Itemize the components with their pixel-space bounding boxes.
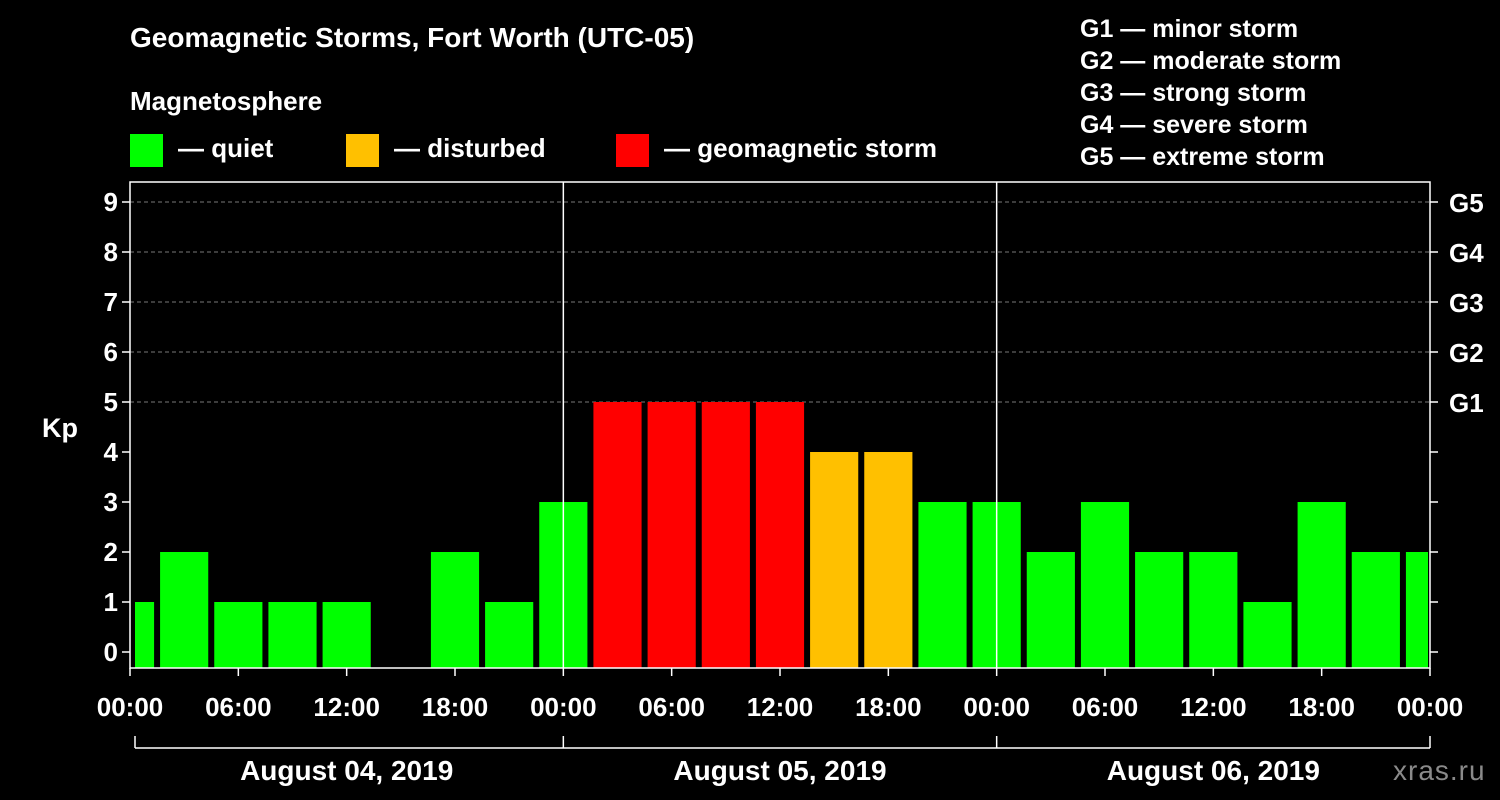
kp-bar xyxy=(1189,552,1238,668)
chart-title: Geomagnetic Storms, Fort Worth (UTC-05) xyxy=(130,22,695,53)
kp-bar xyxy=(214,602,263,668)
storm-level-label: G3 xyxy=(1449,288,1484,318)
y-tick-label: 0 xyxy=(104,637,118,667)
y-tick-label: 2 xyxy=(104,537,118,567)
y-tick-label: 8 xyxy=(104,237,118,267)
legend-swatch-storm xyxy=(616,134,649,167)
kp-bar xyxy=(1026,552,1075,668)
x-tick-label: 06:00 xyxy=(1072,692,1139,722)
kp-bar xyxy=(1135,552,1184,668)
x-tick-label: 12:00 xyxy=(1180,692,1247,722)
kp-bar xyxy=(593,402,642,668)
date-label: August 04, 2019 xyxy=(240,755,453,786)
storm-scale-g5: G5 — extreme storm xyxy=(1080,143,1325,171)
kp-bar xyxy=(160,552,209,668)
storm-level-label: G2 xyxy=(1449,338,1484,368)
y-tick-label: 4 xyxy=(104,437,119,467)
x-tick-label: 00:00 xyxy=(1397,692,1464,722)
x-tick-label: 18:00 xyxy=(855,692,922,722)
date-label: August 05, 2019 xyxy=(673,755,886,786)
kp-bar xyxy=(647,402,696,668)
x-tick-label: 00:00 xyxy=(530,692,597,722)
storm-scale-g1: G1 — minor storm xyxy=(1080,15,1299,43)
y-tick-label: 3 xyxy=(104,487,118,517)
storm-level-label: G4 xyxy=(1449,238,1484,268)
kp-bar xyxy=(485,602,534,668)
legend-label-storm: — geomagnetic storm xyxy=(664,133,938,163)
kp-bar xyxy=(1351,552,1400,668)
y-axis-label: Kp xyxy=(42,413,78,443)
legend-swatch-quiet xyxy=(130,134,163,167)
y-tick-label: 7 xyxy=(104,287,118,317)
x-tick-label: 06:00 xyxy=(205,692,272,722)
storm-level-label: G1 xyxy=(1449,388,1484,418)
kp-bar xyxy=(918,502,967,668)
y-tick-label: 9 xyxy=(104,187,118,217)
storm-scale-g3: G3 — strong storm xyxy=(1080,79,1307,107)
kp-bar xyxy=(701,402,750,668)
legend-label-quiet: — quiet xyxy=(178,133,274,163)
legend-swatch-disturbed xyxy=(346,134,379,167)
kp-bar xyxy=(135,602,155,668)
x-tick-label: 12:00 xyxy=(313,692,380,722)
y-tick-label: 5 xyxy=(104,387,118,417)
x-tick-label: 18:00 xyxy=(422,692,489,722)
kp-bar xyxy=(1297,502,1346,668)
kp-bar xyxy=(322,602,371,668)
x-tick-label: 18:00 xyxy=(1288,692,1355,722)
legend-label-disturbed: — disturbed xyxy=(394,133,546,163)
x-tick-label: 12:00 xyxy=(747,692,814,722)
y-tick-label: 6 xyxy=(104,337,118,367)
date-label: August 06, 2019 xyxy=(1107,755,1320,786)
kp-bar xyxy=(1405,552,1428,668)
storm-level-label: G5 xyxy=(1449,188,1484,218)
y-tick-label: 1 xyxy=(104,587,118,617)
x-tick-label: 00:00 xyxy=(97,692,164,722)
storm-scale-g2: G2 — moderate storm xyxy=(1080,47,1342,75)
kp-bar xyxy=(1080,502,1130,668)
storm-scale-g4: G4 — severe storm xyxy=(1080,111,1308,139)
x-tick-label: 06:00 xyxy=(638,692,705,722)
watermark: xras.ru xyxy=(1393,755,1486,786)
kp-bar xyxy=(430,552,480,668)
kp-bar xyxy=(1243,602,1292,668)
kp-bar xyxy=(810,452,859,668)
kp-bar xyxy=(268,602,317,668)
x-tick-label: 00:00 xyxy=(963,692,1030,722)
kp-bar xyxy=(864,452,913,668)
magnetosphere-label: Magnetosphere xyxy=(130,86,323,116)
kp-bar xyxy=(755,402,805,668)
